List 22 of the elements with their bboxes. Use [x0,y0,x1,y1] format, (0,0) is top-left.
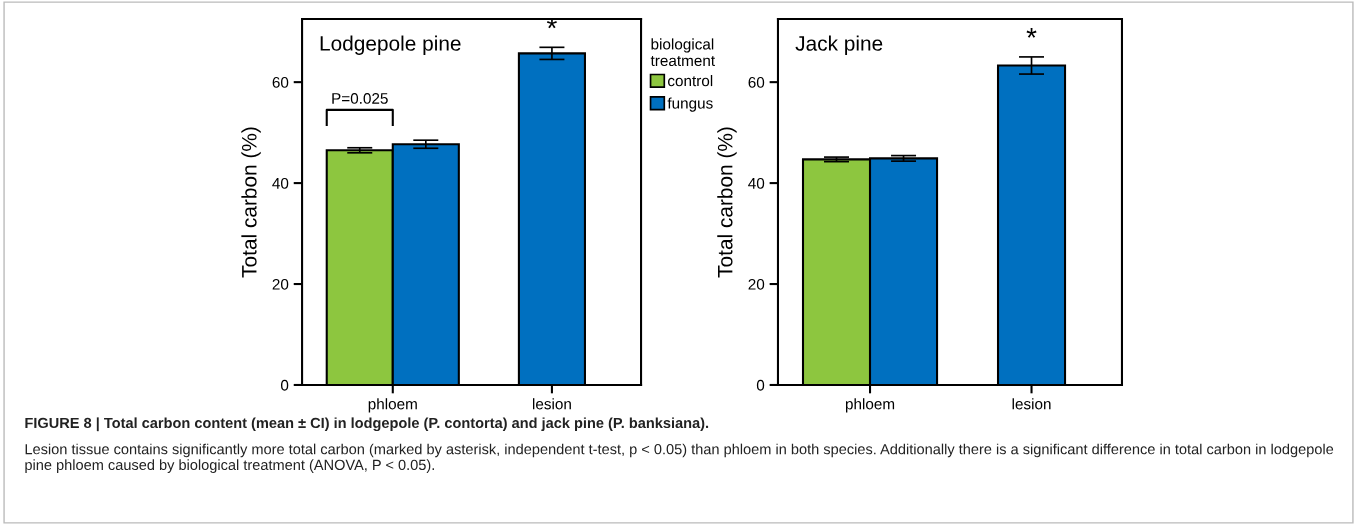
text: Jack pine [795,35,883,55]
x-tick-label: lesion [1012,398,1051,410]
y-tick-label: 20 [748,278,765,290]
annotation: P=0.025 [332,93,388,104]
y-axis-title: Total carbon (%) [717,127,737,278]
x-tick-label: lesion [533,398,571,410]
caption: FIGURE 8 | Total carbon content (mean ± CI) in lodgepole (P. contorta) and jack pine (P. banksiana). [25,417,709,432]
y-tick-label: 60 [748,77,765,88]
text: Lesion tissue contains significantly more total carbon (marked by asterisk, independent t-test, p < 0.05) than phloem in both species. Additionally there is a significant difference in total carbon in lodgepole pine phloem caused by biological treatment (ANOVA, P < 0.05). [25,443,1334,473]
y-axis-title: Total carbon (%) [241,127,261,278]
x-tick-label: phloem [368,398,417,413]
y-tick-label: 20 [272,278,289,290]
annotation: * [1026,28,1037,38]
y-tick-label: 40 [272,177,289,189]
legend-label: fungus [667,97,713,112]
y-tick-label: 40 [748,177,765,189]
y-tick-label: 0 [756,379,765,391]
legend-label: control [668,75,713,87]
x-tick-label: phloem [845,398,895,413]
y-tick-label: 0 [280,379,289,391]
y-tick-label: 60 [272,77,289,88]
text: Lodgepole pine [320,35,461,55]
